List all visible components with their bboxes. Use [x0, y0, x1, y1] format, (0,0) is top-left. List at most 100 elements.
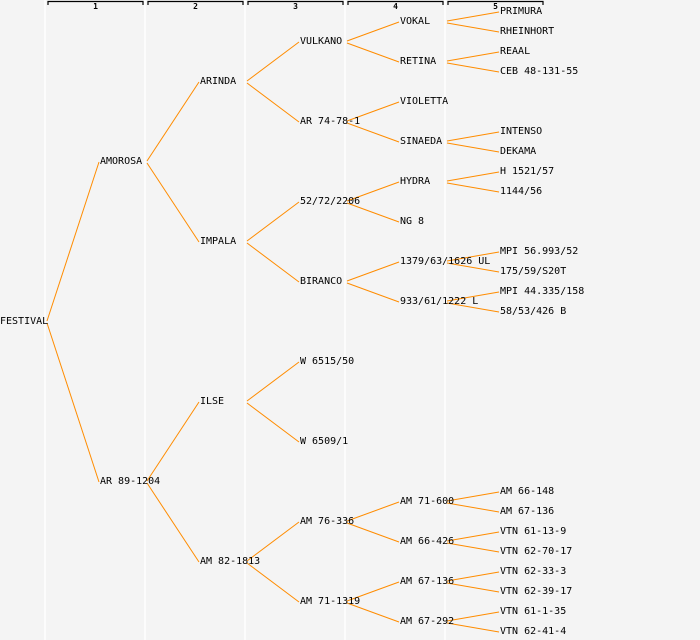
pedigree-node[interactable]: ILSE [200, 396, 225, 407]
generation-bracket [47, 0, 144, 5]
pedigree-node[interactable]: VOKAL [400, 16, 431, 27]
pedigree-node[interactable]: IMPALA [200, 236, 237, 247]
pedigree-link [346, 501, 400, 522]
pedigree-node[interactable]: VTN 62-41-4 [500, 626, 567, 637]
pedigree-node[interactable]: VTN 61-1-35 [500, 606, 567, 617]
pedigree-root[interactable]: FESTIVAL [0, 316, 49, 327]
pedigree-link [346, 581, 400, 602]
pedigree-link [446, 11, 500, 22]
pedigree-node[interactable]: HYDRA [400, 176, 431, 187]
pedigree-link [246, 201, 300, 242]
pedigree-node[interactable]: 933/61/1222 L [400, 296, 479, 307]
pedigree-node[interactable]: AM 71-600 [400, 496, 455, 507]
pedigree-node[interactable]: AR 89-1204 [100, 476, 161, 487]
pedigree-link [446, 171, 500, 182]
generation-header: 5 [493, 2, 498, 11]
pedigree-node[interactable]: AM 67-136 [500, 506, 555, 517]
pedigree-link [446, 302, 500, 313]
pedigree-link [246, 521, 300, 562]
pedigree-link [346, 522, 400, 543]
pedigree-link [446, 262, 500, 273]
pedigree-link [446, 491, 500, 502]
pedigree-link [346, 122, 400, 143]
pedigree-link [446, 142, 500, 153]
pedigree-node[interactable]: MPI 56.993/52 [500, 246, 579, 257]
pedigree-link [446, 62, 500, 73]
pedigree-link [346, 42, 400, 63]
pedigree-node[interactable]: AM 82-1813 [200, 556, 261, 567]
pedigree-node[interactable]: RETINA [400, 56, 437, 67]
pedigree-link [446, 542, 500, 553]
generation-bracket [247, 0, 344, 5]
pedigree-node[interactable]: RHEINHORT [500, 26, 555, 37]
pedigree-link [446, 531, 500, 542]
pedigree-link [446, 571, 500, 582]
generation-bracket [347, 0, 444, 5]
pedigree-node[interactable]: REAAL [500, 46, 531, 57]
generation-header: 1 [93, 2, 98, 11]
pedigree-link [46, 161, 100, 322]
generation-header: 4 [393, 2, 398, 11]
pedigree-node[interactable]: AM 71-1319 [300, 596, 361, 607]
pedigree-node[interactable]: 58/53/426 B [500, 306, 567, 317]
pedigree-node[interactable]: PRIMURA [500, 6, 543, 17]
pedigree-link [446, 502, 500, 513]
pedigree-link [446, 131, 500, 142]
pedigree-node[interactable]: VTN 61-13-9 [500, 526, 567, 537]
pedigree-link [146, 81, 200, 162]
pedigree-node[interactable]: AM 67-292 [400, 616, 455, 627]
pedigree-link [246, 41, 300, 82]
pedigree-link [246, 402, 300, 443]
pedigree-link [246, 242, 300, 283]
pedigree-node[interactable]: AR 74-78-1 [300, 116, 361, 127]
pedigree-link [146, 162, 200, 243]
pedigree-node[interactable]: ARINDA [200, 76, 237, 87]
generation-bracket [447, 0, 544, 5]
pedigree-link [346, 282, 400, 303]
pedigree-link [246, 82, 300, 123]
pedigree-link [346, 181, 400, 202]
pedigree-node[interactable]: AM 67-136 [400, 576, 455, 587]
pedigree-link [346, 101, 400, 122]
pedigree-link [446, 51, 500, 62]
pedigree-node[interactable]: W 6515/50 [300, 356, 355, 367]
pedigree-link [446, 622, 500, 633]
pedigree-node[interactable]: CEB 48-131-55 [500, 66, 579, 77]
pedigree-node[interactable]: 175/59/S20T [500, 266, 567, 277]
pedigree-node[interactable]: VULKANO [300, 36, 343, 47]
pedigree-node[interactable]: AMOROSA [100, 156, 143, 167]
pedigree-link [246, 361, 300, 402]
pedigree-node[interactable]: 1379/63/1626 UL [400, 256, 491, 267]
pedigree-link [346, 261, 400, 282]
pedigree-node[interactable]: 1144/56 [500, 186, 543, 197]
pedigree-link [446, 251, 500, 262]
generation-bracket [147, 0, 244, 5]
pedigree-node[interactable]: VTN 62-33-3 [500, 566, 567, 577]
pedigree-node[interactable]: MPI 44.335/158 [500, 286, 585, 297]
pedigree-link [146, 482, 200, 563]
pedigree-link [446, 611, 500, 622]
pedigree-node[interactable]: 52/72/2206 [300, 196, 361, 207]
generation-header: 3 [293, 2, 298, 11]
pedigree-node[interactable]: VIOLETTA [400, 96, 449, 107]
pedigree-node[interactable]: SINAEDA [400, 136, 443, 147]
pedigree-link [446, 582, 500, 593]
pedigree-link [246, 562, 300, 603]
pedigree-node[interactable]: VTN 62-39-17 [500, 586, 573, 597]
pedigree-node[interactable]: H 1521/57 [500, 166, 555, 177]
pedigree-node[interactable]: AM 66-426 [400, 536, 455, 547]
pedigree-node[interactable]: INTENSO [500, 126, 543, 137]
pedigree-link [446, 22, 500, 33]
pedigree-node[interactable]: DEKAMA [500, 146, 537, 157]
pedigree-link [346, 202, 400, 223]
pedigree-node[interactable]: BIRANCO [300, 276, 343, 287]
pedigree-node[interactable]: VTN 62-70-17 [500, 546, 573, 557]
pedigree-node[interactable]: W 6509/1 [300, 436, 349, 447]
pedigree-node[interactable]: AM 76-336 [300, 516, 355, 527]
pedigree-node[interactable]: AM 66-148 [500, 486, 555, 497]
pedigree-link [446, 291, 500, 302]
pedigree-link [446, 182, 500, 193]
pedigree-link [146, 401, 200, 482]
pedigree-node[interactable]: NG 8 [400, 216, 425, 227]
